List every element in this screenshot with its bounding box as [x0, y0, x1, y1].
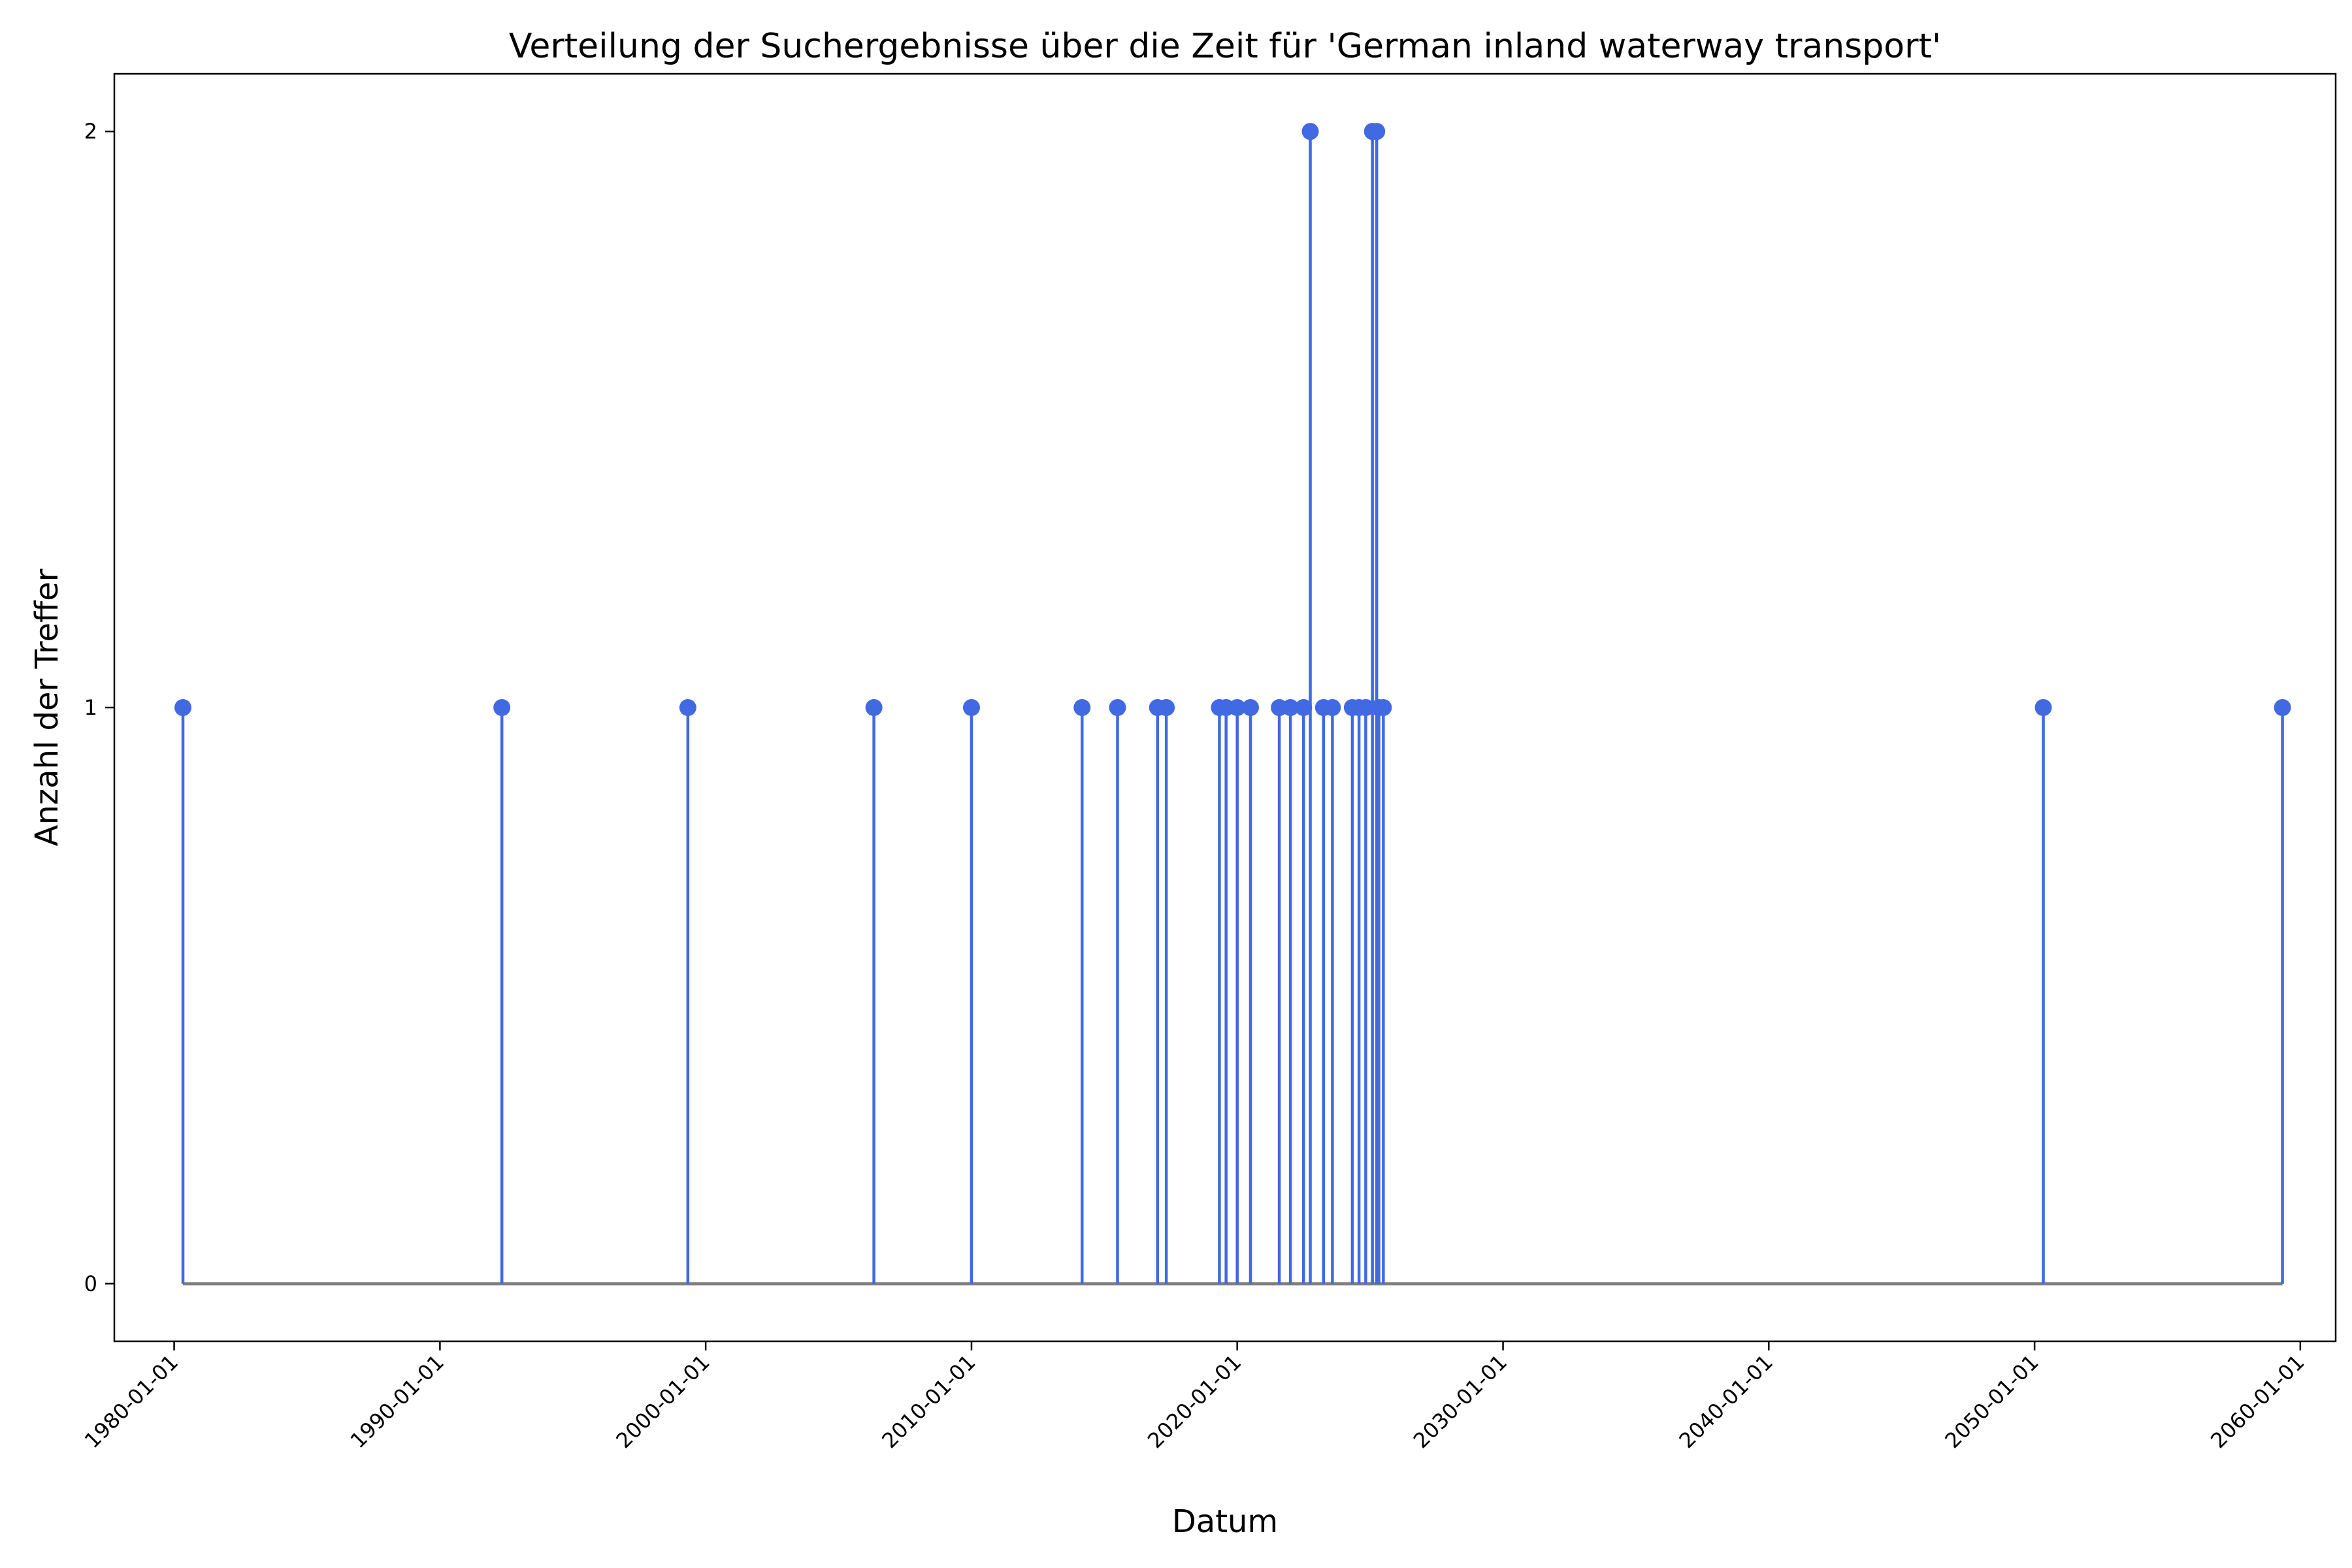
stem-marker — [2274, 699, 2291, 716]
stem-marker — [962, 699, 980, 716]
stem-marker — [865, 699, 883, 716]
plot-area — [174, 123, 2291, 1286]
stem-marker — [174, 699, 192, 716]
stem-marker — [1282, 699, 1299, 716]
y-tick-label: 2 — [84, 119, 97, 144]
stem-marker — [1368, 123, 1386, 140]
y-axis: 0 1 2 — [84, 119, 114, 1296]
stem-marker — [1241, 699, 1259, 716]
stem-marker — [1324, 699, 1341, 716]
x-axis-label: Datum — [1172, 1503, 1278, 1540]
stem-marker — [679, 699, 696, 716]
y-tick-label: 1 — [84, 695, 97, 720]
stem-marker — [1295, 699, 1313, 716]
y-axis-label: Anzahl der Treffer — [29, 568, 65, 846]
y-tick-label: 0 — [84, 1271, 97, 1296]
stem-marker — [1228, 699, 1246, 716]
stem-marker — [1375, 699, 1392, 716]
stem-marker — [2034, 699, 2052, 716]
chart-title: Verteilung der Suchergebnisse über die Z… — [509, 27, 1941, 66]
stem-marker — [493, 699, 511, 716]
stem-marker — [1357, 699, 1375, 716]
stem-marker — [1073, 699, 1091, 716]
stem-marker — [1109, 699, 1126, 716]
stem-marker — [1158, 699, 1175, 716]
stem-marker — [1301, 123, 1319, 140]
